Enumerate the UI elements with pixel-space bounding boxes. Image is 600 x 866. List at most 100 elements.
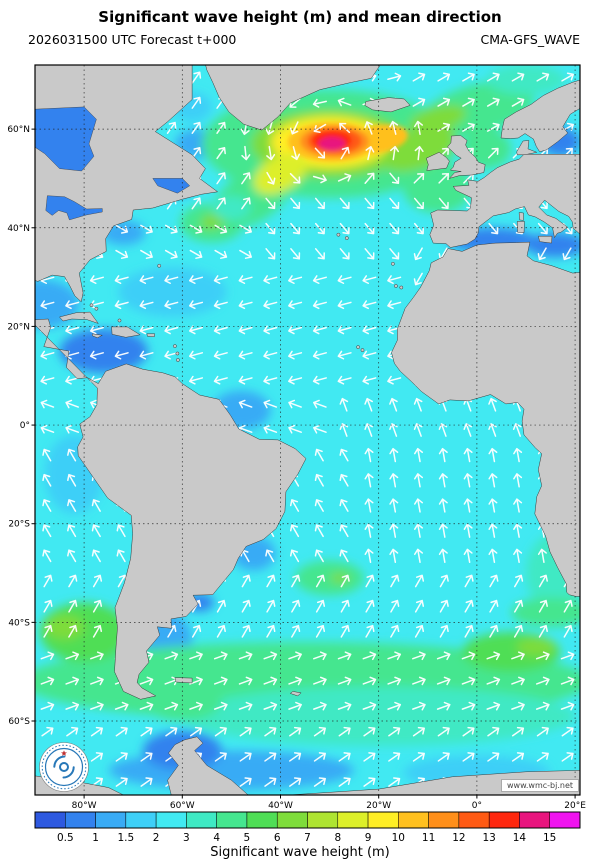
wave-arrow — [412, 726, 425, 737]
wave-arrow — [338, 726, 351, 737]
wave-arrow — [67, 499, 77, 512]
wave-arrow — [387, 701, 402, 711]
wave-arrow — [42, 524, 52, 538]
wave-arrow — [90, 676, 104, 686]
wave-arrow — [488, 447, 498, 463]
wave-arrow — [263, 375, 278, 385]
lat-label: 60°S — [8, 717, 30, 727]
wave-arrow — [263, 424, 278, 434]
wave-arrow — [65, 651, 80, 661]
colorbar-cell — [246, 811, 278, 829]
land-south-america — [35, 318, 307, 700]
wave-arrow — [362, 375, 377, 385]
wave-arrow — [288, 399, 302, 409]
wave-arrow — [362, 676, 377, 686]
forecast-time-label: 2026031500 UTC Forecast t+000 — [28, 32, 237, 47]
wave-arrow — [313, 777, 326, 787]
wave-arrow — [438, 197, 449, 210]
wave-arrow — [387, 375, 402, 385]
water-hudson-bay — [35, 106, 97, 172]
wave-height-blob — [59, 328, 148, 374]
wave-arrow — [115, 224, 129, 234]
wave-arrow — [535, 651, 550, 661]
wave-arrow — [463, 548, 473, 563]
lat-label: 20°N — [7, 322, 30, 332]
wave-arrow — [560, 651, 575, 661]
wave-arrow — [290, 248, 301, 260]
wave-height-blob — [182, 686, 576, 746]
wave-arrow — [239, 752, 252, 762]
wave-arrow — [488, 423, 497, 437]
wave-arrow — [436, 701, 451, 711]
wave-arrow — [338, 752, 351, 762]
wave-arrow — [339, 397, 349, 412]
wave-arrow — [414, 523, 424, 538]
wave-arrow — [364, 172, 375, 184]
wave-arrow — [536, 72, 550, 82]
wave-arrow — [438, 172, 450, 184]
colorbar-tick-label: 2 — [153, 832, 160, 844]
wave-arrow — [290, 222, 301, 235]
wave-arrow — [312, 275, 327, 284]
wave-arrow — [140, 224, 153, 234]
wave-arrow — [337, 97, 352, 107]
land-hispaniola — [111, 326, 141, 338]
colorbar-tick-label: 15 — [543, 832, 556, 844]
wave-arrow — [511, 701, 525, 711]
wave-arrow — [265, 222, 276, 235]
colorbar-cell — [367, 811, 399, 829]
wave-arrow — [65, 701, 80, 711]
wave-arrow — [43, 624, 53, 638]
colorbar-tick-label: 5 — [244, 832, 251, 844]
wave-arrow — [189, 701, 203, 711]
colorbar-tick-label: 12 — [452, 832, 465, 844]
wave-arrow — [189, 651, 203, 661]
colorbar-cell — [65, 811, 96, 829]
wave-arrow — [288, 275, 303, 284]
wave-arrow — [291, 624, 301, 638]
wave-arrow — [238, 375, 253, 385]
small-island — [175, 351, 180, 356]
land-greenland — [205, 65, 381, 131]
wave-arrow — [438, 423, 448, 437]
wave-arrow — [412, 72, 426, 82]
wave-arrow — [213, 676, 228, 686]
wave-arrow — [535, 676, 550, 686]
colorbar-tick-label: 7 — [304, 832, 311, 844]
wave-arrow — [140, 752, 153, 762]
wave-arrow — [461, 651, 476, 661]
wave-arrow — [241, 172, 251, 185]
wave-arrow — [314, 473, 324, 487]
wave-arrow — [414, 624, 425, 638]
wave-arrow — [68, 599, 78, 613]
wave-arrow — [511, 726, 525, 737]
wave-arrow — [560, 701, 575, 711]
wave-arrow — [264, 777, 277, 787]
wave-arrow — [486, 97, 500, 107]
wave-arrow — [314, 499, 324, 512]
logo-eye — [59, 762, 69, 772]
wave-arrow — [92, 624, 103, 638]
wave-arrow — [389, 197, 400, 210]
wave-arrow — [436, 676, 451, 686]
wave-arrow — [114, 275, 129, 284]
wave-arrow — [238, 676, 253, 686]
wave-arrow — [265, 549, 275, 563]
wave-arrow — [139, 275, 154, 284]
wave-arrow — [362, 300, 377, 310]
small-island — [117, 318, 122, 323]
wave-arrow — [413, 247, 423, 261]
wave-arrow — [414, 548, 424, 563]
wave-arrow — [339, 549, 349, 563]
wave-arrow — [561, 726, 574, 737]
wave-arrow — [461, 676, 476, 686]
wave-arrow — [68, 574, 78, 588]
wave-arrow — [40, 300, 55, 310]
colorbar-tick-label: 13 — [483, 832, 496, 844]
wave-arrow — [313, 651, 327, 661]
wave-arrow — [188, 275, 204, 284]
wave-arrow — [214, 752, 227, 762]
land-south-georgia — [289, 691, 302, 697]
land-corsica — [518, 212, 524, 221]
wave-arrow — [389, 423, 398, 437]
